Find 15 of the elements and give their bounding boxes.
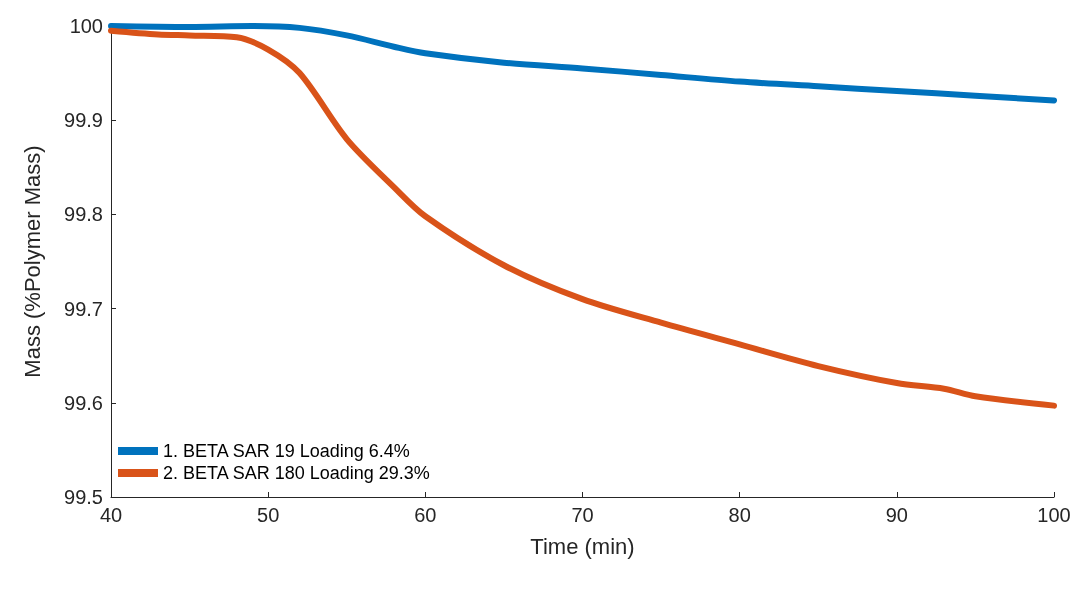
legend-label: 2. BETA SAR 180 Loading 29.3% — [163, 463, 430, 483]
x-tick-label: 90 — [885, 504, 908, 526]
y-tick-label: 99.7 — [64, 297, 103, 320]
x-tick-label: 50 — [257, 504, 280, 526]
x-axis-title: Time (min) — [530, 533, 635, 559]
x-tick-label: 100 — [1037, 504, 1071, 526]
y-tick-label: 99.9 — [64, 109, 103, 132]
y-tick-label: 100 — [69, 15, 103, 37]
legend-label: 1. BETA SAR 19 Loading 6.4% — [163, 441, 410, 461]
y-axis-title: Mass (%Polymer Mass) — [19, 145, 45, 378]
y-tick-label: 99.6 — [64, 391, 103, 414]
x-tick-label: 80 — [728, 504, 751, 526]
x-tick-label: 70 — [571, 504, 594, 526]
x-tick-label: 60 — [414, 504, 437, 526]
y-tick-label: 99.8 — [64, 203, 103, 226]
